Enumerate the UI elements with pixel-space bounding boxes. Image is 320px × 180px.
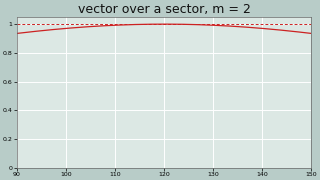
Title: vector over a sector, m = 2: vector over a sector, m = 2 <box>78 3 251 16</box>
